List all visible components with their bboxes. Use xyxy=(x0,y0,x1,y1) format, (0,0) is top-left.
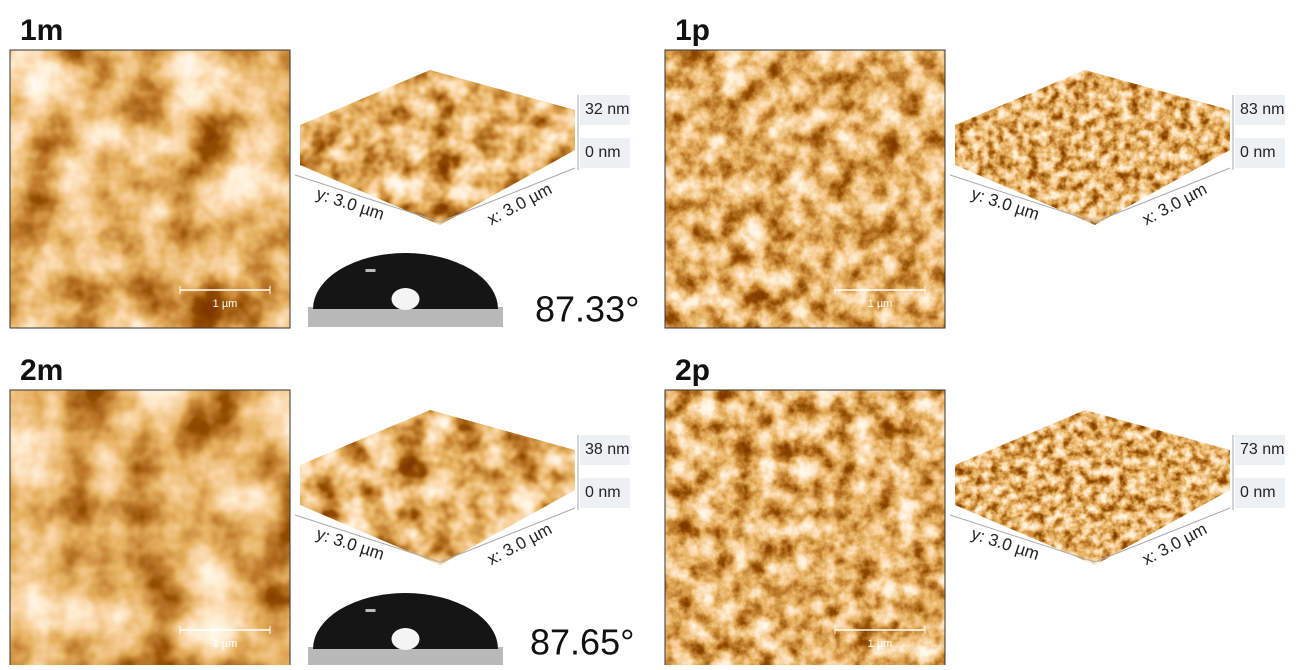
axis-edge xyxy=(1094,167,1231,223)
contact-angle: 87.33° xyxy=(535,289,639,330)
afm-image xyxy=(665,390,945,668)
scale-bar-label: 1 µm xyxy=(868,638,893,650)
height-min: 0 nm xyxy=(1240,484,1276,501)
afm-image xyxy=(10,390,290,668)
height-box xyxy=(1235,95,1285,125)
panel-label: 2m xyxy=(20,354,63,387)
droplet-reflection xyxy=(365,269,376,272)
droplet xyxy=(313,253,498,309)
height-max: 73 nm xyxy=(1240,441,1284,458)
afm-image xyxy=(665,50,945,328)
substrate xyxy=(308,647,503,667)
height-box xyxy=(1235,435,1285,465)
contact-angle: 87.65° xyxy=(530,622,634,663)
height-max: 38 nm xyxy=(585,441,629,458)
droplet-highlight xyxy=(391,628,420,650)
height-box xyxy=(580,478,630,508)
panel-label: 1p xyxy=(675,14,710,47)
height-box xyxy=(580,138,630,168)
afm-frame xyxy=(9,49,291,329)
height-box xyxy=(1235,478,1285,508)
height-box xyxy=(580,95,630,125)
height-min: 0 nm xyxy=(1240,144,1276,161)
axis-edge xyxy=(439,507,576,563)
height-box xyxy=(1235,138,1285,168)
height-min: 0 nm xyxy=(585,144,621,161)
axis-edge xyxy=(949,174,1096,223)
axis-edge xyxy=(1094,507,1231,563)
substrate xyxy=(308,307,503,327)
scale-bar-label: 1 µm xyxy=(868,298,893,310)
height-max: 83 nm xyxy=(1240,101,1284,118)
droplet xyxy=(313,593,498,649)
droplet-reflection xyxy=(365,609,376,612)
afm-image xyxy=(10,50,290,328)
scale-bar-label: 1 µm xyxy=(213,638,238,650)
afm-frame xyxy=(664,49,946,329)
height-min: 0 nm xyxy=(585,484,621,501)
height-box xyxy=(580,435,630,465)
panel-label: 1m xyxy=(20,14,63,47)
axis-edge xyxy=(294,174,441,223)
axis-edge xyxy=(294,514,441,563)
height-max: 32 nm xyxy=(585,101,629,118)
scale-bar-label: 1 µm xyxy=(213,298,238,310)
axis-edge xyxy=(949,514,1096,563)
droplet-highlight xyxy=(391,288,420,310)
panel-label: 2p xyxy=(675,354,710,387)
axis-edge xyxy=(439,167,576,223)
